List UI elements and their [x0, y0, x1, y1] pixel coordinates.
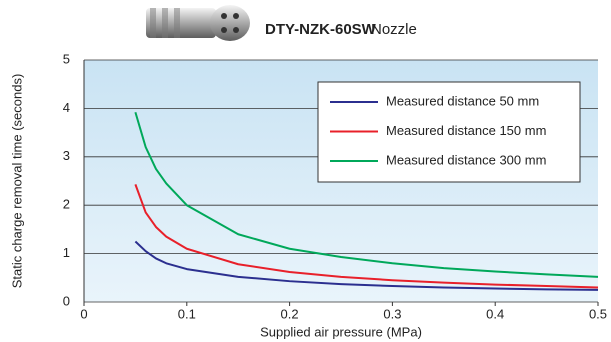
y-tick-label: 5	[63, 51, 70, 66]
y-axis-label: Static charge removal time (seconds)	[9, 74, 24, 289]
x-axis-label: Supplied air pressure (MPa)	[260, 324, 422, 339]
x-tick-label: 0.4	[486, 306, 504, 321]
legend-label: Measured distance 50 mm	[386, 93, 539, 108]
x-tick-label: 0.1	[178, 306, 196, 321]
legend-label: Measured distance 150 mm	[386, 123, 546, 138]
line-series	[134, 111, 599, 278]
y-tick-label: 3	[63, 148, 70, 163]
y-tick-label: 2	[63, 197, 70, 212]
nozzle-icon	[146, 5, 250, 41]
x-tick-label: 0	[80, 306, 87, 321]
x-tick-label: 0.2	[281, 306, 299, 321]
x-tick-label: 0.3	[383, 306, 401, 321]
line-series	[134, 240, 599, 291]
chart-subtitle: Nozzle	[371, 21, 417, 38]
y-tick-label: 0	[63, 293, 70, 308]
y-tick-label: 1	[63, 245, 70, 260]
y-tick-label: 4	[63, 100, 70, 115]
chart-title: DTY-NZK-60SW	[265, 21, 377, 38]
legend-label: Measured distance 300 mm	[386, 152, 546, 167]
line-series	[134, 184, 599, 289]
x-tick-label: 0.5	[589, 306, 607, 321]
